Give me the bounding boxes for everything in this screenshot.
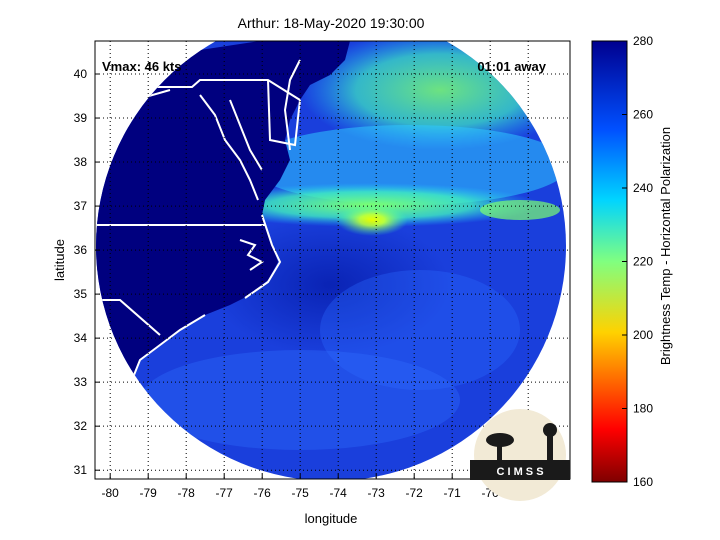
time-offset-annotation: 01:01 away: [477, 59, 546, 74]
x-tick-label: -77: [216, 486, 234, 500]
cimss-logo: C I M S S: [470, 409, 570, 501]
x-tick-label: -73: [368, 486, 386, 500]
x-tick-label: -75: [292, 486, 310, 500]
y-tick-label: 38: [74, 155, 88, 169]
colorbar-tick-label: 220: [633, 255, 653, 269]
y-tick-label: 37: [74, 199, 88, 213]
y-tick-label: 33: [74, 375, 88, 389]
chart-title: Arthur: 18-May-2020 19:30:00: [238, 15, 425, 31]
y-axis: 31 32 33 34 35 36 37 38 39 40: [74, 67, 100, 477]
x-tick-label: -78: [178, 486, 196, 500]
y-tick-label: 35: [74, 287, 88, 301]
x-axis-label: longitude: [305, 511, 358, 526]
y-tick-label: 31: [74, 463, 88, 477]
colorbar-tick-label: 160: [633, 475, 653, 489]
y-tick-label: 34: [74, 331, 88, 345]
y-tick-label: 39: [74, 111, 88, 125]
land-mass: [96, 41, 350, 405]
x-tick-label: -76: [254, 486, 272, 500]
colorbar-label: Brightness Temp - Horizontal Polarizatio…: [658, 127, 673, 365]
colorbar-ticks: 160 180 200 220 240 260 280: [622, 34, 653, 489]
y-tick-label: 40: [74, 67, 88, 81]
colorbar-tick-label: 240: [633, 181, 653, 195]
x-tick-label: -79: [140, 486, 158, 500]
colorbar-tick-label: 260: [633, 108, 653, 122]
x-tick-label: -80: [102, 486, 120, 500]
colorbar-tick-label: 180: [633, 402, 653, 416]
colorbar-tick-label: 280: [633, 34, 653, 48]
logo-text: C I M S S: [496, 466, 543, 478]
plot-frame: [94, 40, 571, 480]
microwave-swath: [96, 41, 566, 479]
x-tick-label: -71: [444, 486, 462, 500]
x-tick-label: -72: [406, 486, 424, 500]
vmax-annotation: Vmax: 46 kts: [102, 59, 182, 74]
y-axis-label: latitude: [52, 239, 67, 281]
y-tick-label: 36: [74, 243, 88, 257]
colorbar-tick-label: 200: [633, 328, 653, 342]
state-borders: [96, 59, 301, 386]
x-tick-label: -74: [330, 486, 348, 500]
y-tick-label: 32: [74, 419, 88, 433]
colorbar: [591, 40, 628, 483]
